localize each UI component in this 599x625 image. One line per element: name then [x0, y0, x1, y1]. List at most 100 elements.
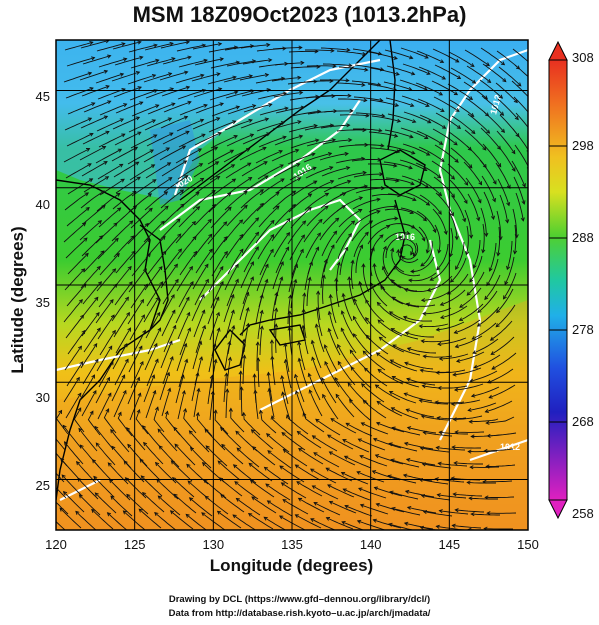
y-tick-label: 35 — [36, 295, 50, 310]
streamline-arrowhead — [169, 510, 175, 515]
streamline — [420, 447, 450, 453]
streamline-arrowhead — [213, 146, 219, 151]
streamline-arrowhead — [478, 181, 483, 186]
streamline-arrowhead — [228, 407, 233, 412]
streamline-arrowhead — [155, 104, 160, 109]
streamline-arrowhead — [96, 327, 101, 332]
streamline-arrowhead — [129, 220, 134, 225]
streamline-arrowhead — [409, 134, 414, 139]
streamline-arrowhead — [427, 119, 432, 124]
streamline-arrowhead — [59, 507, 64, 512]
streamline — [274, 62, 304, 66]
streamline — [82, 205, 106, 225]
streamline-arrowhead — [441, 75, 447, 80]
streamline — [225, 310, 235, 339]
streamline-arrowhead — [378, 336, 383, 341]
streamline-arrowhead — [198, 163, 204, 167]
streamline — [160, 41, 190, 49]
streamline-arrowhead — [517, 82, 522, 87]
streamline — [236, 498, 261, 516]
streamline — [484, 448, 514, 452]
streamline-arrowhead — [463, 199, 468, 205]
streamline-arrowhead — [351, 220, 356, 225]
streamline-arrowhead — [311, 356, 316, 361]
streamline-arrowhead — [396, 248, 401, 254]
streamline-arrowhead — [282, 135, 287, 140]
streamline-arrowhead — [361, 263, 366, 268]
streamline — [223, 373, 228, 403]
streamline — [241, 307, 249, 337]
streamline — [287, 295, 292, 325]
streamline-arrowhead — [471, 130, 476, 135]
streamline-arrowhead — [75, 460, 81, 466]
streamline-arrowhead — [364, 231, 369, 236]
streamline-arrowhead — [334, 377, 339, 382]
streamline-arrowhead — [230, 164, 236, 169]
streamline — [63, 491, 85, 513]
streamline — [95, 442, 116, 466]
streamline — [406, 378, 436, 386]
streamline — [473, 239, 481, 269]
streamline-arrowhead — [94, 492, 99, 497]
streamline-arrowhead — [48, 494, 51, 497]
streamline — [407, 427, 437, 434]
streamline-arrowhead — [500, 128, 506, 134]
streamline — [162, 279, 179, 305]
streamline-arrowhead — [502, 295, 507, 300]
streamline-arrowhead — [208, 233, 213, 238]
streamline — [97, 238, 119, 260]
y-axis-label: Latitude (degrees) — [8, 226, 27, 374]
streamline — [368, 131, 398, 137]
streamline — [170, 510, 194, 530]
streamline-arrowhead — [473, 364, 478, 369]
streamline-arrowhead — [256, 357, 261, 362]
streamline-arrowhead — [124, 296, 129, 301]
streamline-arrowhead — [464, 181, 469, 186]
streamline — [143, 72, 172, 83]
streamline — [474, 354, 501, 369]
streamline-arrowhead — [120, 178, 125, 183]
streamline — [128, 193, 152, 213]
streamline — [496, 288, 514, 313]
streamline-arrowhead — [378, 128, 383, 133]
streamline — [176, 44, 206, 52]
streamline-arrowhead — [520, 217, 525, 222]
streamline-arrowhead — [316, 290, 321, 295]
streamline-arrowhead — [530, 115, 533, 118]
streamline — [336, 129, 366, 132]
streamline — [162, 356, 174, 385]
streamline — [341, 521, 365, 530]
streamline-arrowhead — [158, 445, 163, 450]
streamline — [81, 161, 108, 177]
streamline-arrowhead — [434, 477, 439, 482]
streamline-arrowhead — [157, 495, 162, 500]
streamline-arrowhead — [185, 85, 191, 90]
streamline-arrowhead — [451, 445, 456, 450]
streamline — [176, 119, 204, 132]
streamline — [128, 119, 156, 133]
streamline — [392, 296, 420, 308]
streamline-arrowhead — [498, 94, 504, 99]
streamline-arrowhead — [216, 510, 222, 515]
streamline — [259, 326, 263, 356]
streamline — [452, 446, 481, 449]
streamline-arrowhead — [153, 342, 158, 348]
streamline — [401, 95, 430, 107]
streamline — [470, 370, 498, 382]
streamline — [498, 66, 522, 87]
streamline — [223, 219, 243, 243]
streamline — [195, 248, 213, 274]
streamline-arrowhead — [459, 303, 464, 308]
streamline-arrowhead — [411, 150, 416, 155]
streamline — [227, 104, 256, 115]
streamline — [158, 445, 180, 468]
streamline-arrowhead — [135, 116, 141, 121]
streamline-arrowhead — [224, 372, 229, 377]
streamline — [341, 472, 369, 485]
streamline — [406, 408, 435, 418]
streamline-arrowhead — [307, 276, 312, 281]
streamline — [355, 245, 363, 273]
streamline-arrowhead — [151, 73, 157, 78]
streamline — [313, 502, 341, 516]
streamline-arrowhead — [521, 200, 526, 205]
